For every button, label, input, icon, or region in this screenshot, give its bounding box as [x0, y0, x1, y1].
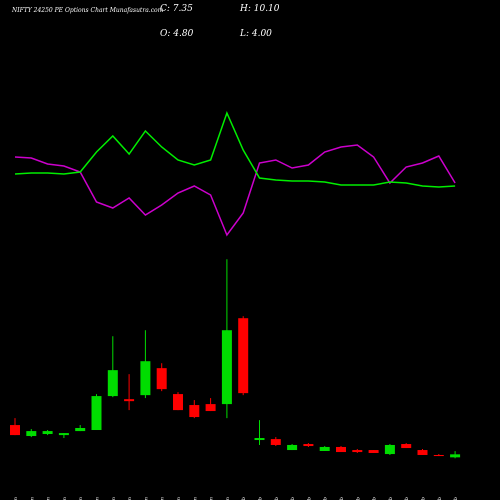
candle-body: [287, 444, 298, 451]
candle-body: [107, 370, 118, 397]
candle-body: [368, 450, 379, 453]
x-tick-label: 31 Jan: [225, 497, 231, 500]
x-tick-label: 17 Feb: [421, 497, 427, 500]
candle-body: [189, 405, 200, 418]
close-label: C: 7.35: [160, 4, 193, 14]
x-tick-label: 12 Feb: [372, 497, 378, 500]
x-tick-label: 13 Feb: [388, 497, 394, 500]
candle-body: [270, 439, 281, 445]
candle-body: [173, 394, 183, 411]
x-tick-label: 21 Jan: [111, 497, 117, 500]
x-tick-label: 22 Jan: [127, 497, 133, 500]
chart-title: NIFTY 24250 PE Options Chart Munafasutra…: [11, 7, 164, 14]
x-tick-label: 10 Feb: [339, 497, 345, 500]
x-tick-label: 23 Jan: [143, 497, 149, 500]
x-tick-label: 04 Feb: [274, 497, 280, 500]
candle-body: [42, 431, 53, 435]
x-tick-label: 16 Jan: [62, 497, 68, 500]
x-tick-label: 05 Feb: [290, 497, 296, 500]
x-tick-label: 11 Feb: [355, 497, 361, 500]
candle-body: [91, 396, 102, 431]
x-tick-label: 30 Jan: [209, 497, 215, 500]
candle-body: [221, 330, 232, 405]
x-tick-label: 19 Feb: [453, 497, 459, 500]
x-tick-label: 28 Jan: [176, 497, 182, 500]
candle-body: [433, 454, 444, 457]
x-tick-label: 06 Feb: [306, 497, 312, 500]
x-tick-label: 07 Jan: [13, 497, 19, 500]
candle-body: [384, 444, 395, 455]
candle-body: [75, 428, 86, 432]
x-tick-label: 17 Jan: [78, 497, 84, 500]
candle-body: [303, 444, 314, 447]
x-tick-label: 13 Jan: [29, 497, 35, 500]
x-tick-label: 07 Feb: [323, 497, 329, 500]
candle-body: [450, 454, 461, 458]
candle-body: [336, 446, 346, 453]
candle-body: [417, 450, 428, 455]
low-label: L: 4.00: [239, 29, 272, 39]
candle-body: [401, 444, 412, 449]
x-tick-label: 14 Jan: [46, 497, 52, 500]
candle-body: [140, 361, 151, 396]
candle-body: [10, 425, 20, 436]
x-tick-label: 29 Jan: [192, 497, 198, 500]
candle-body: [254, 438, 265, 441]
indicator-line: [14, 110, 456, 188]
candle-body: [58, 433, 69, 436]
candle-body: [352, 450, 363, 453]
candle-body: [238, 318, 249, 394]
high-label: H: 10.10: [239, 4, 280, 14]
x-tick-label: 03 Feb: [258, 497, 264, 500]
x-tick-label: 01 Feb: [241, 497, 247, 500]
candle-body: [319, 446, 330, 451]
indicator-line: [14, 144, 456, 237]
open-label: O: 4.80: [160, 29, 194, 39]
x-tick-label: 20 Jan: [95, 497, 101, 500]
x-tick-label: 27 Jan: [160, 497, 166, 500]
candle-body: [26, 431, 37, 437]
x-tick-label: 14 Feb: [404, 497, 410, 500]
candle-body: [156, 368, 167, 390]
candle-body: [205, 404, 216, 412]
x-tick-label: 18 Feb: [437, 497, 443, 500]
candle-body: [124, 399, 135, 402]
